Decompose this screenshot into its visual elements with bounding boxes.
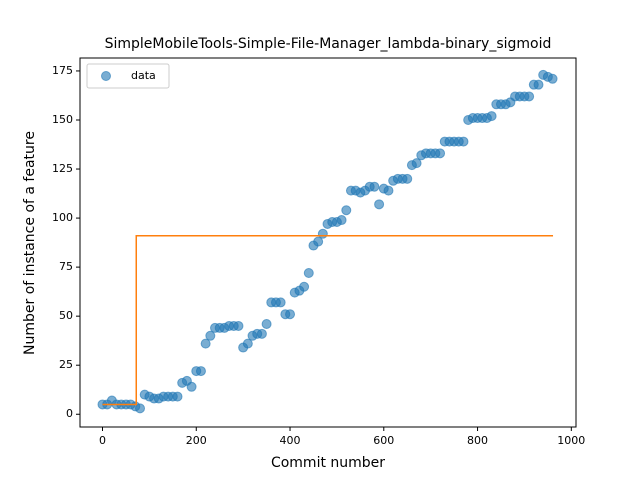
data-point [195,366,206,377]
data-point [547,73,558,84]
data-point [299,281,310,292]
data-point [435,148,446,159]
data-point [402,173,413,184]
data-point [303,268,314,279]
data-point [524,91,535,102]
x-tick-label: 1000 [557,434,585,447]
data-point [285,309,296,320]
x-tick-label: 0 [99,434,106,447]
data-point [275,297,286,308]
x-tick-label: 400 [280,434,301,447]
y-tick-label: 125 [52,162,73,175]
data-point [233,320,244,331]
data-point [200,338,211,349]
data-point [186,381,197,392]
x-tick-label: 600 [373,434,394,447]
line [102,234,554,406]
data-point [172,391,183,402]
y-tick-label: 75 [59,260,73,273]
legend-marker [101,71,111,81]
data-point [486,111,497,122]
data-point [458,136,469,147]
data-point [383,185,394,196]
data-point [369,181,380,192]
data-point [261,319,272,330]
y-tick-label: 50 [59,309,73,322]
y-tick-label: 100 [52,211,73,224]
legend-box [86,63,170,89]
data-point [205,330,216,341]
data-point [341,205,352,216]
data-point [336,215,347,226]
data-point [374,199,385,210]
data-point [242,338,253,349]
y-tick-label: 150 [52,113,73,126]
y-axis-label: Number of instance of a feature [22,131,38,355]
data-point [256,328,267,339]
data-point [317,228,328,239]
x-axis-label: Commit number [271,455,385,471]
plot-frame [79,57,577,428]
data-point [411,158,422,169]
x-tick-label: 800 [467,434,488,447]
data-point [135,403,146,414]
y-tick-label: 25 [59,358,73,371]
data-point [313,236,324,247]
y-tick-label: 175 [52,64,73,77]
chart-title: SimpleMobileTools-Simple-File-Manager_la… [105,36,552,52]
legend-label: data [131,69,156,82]
y-tick-label: 0 [66,407,73,420]
x-tick-label: 200 [186,434,207,447]
data-point [533,79,544,90]
